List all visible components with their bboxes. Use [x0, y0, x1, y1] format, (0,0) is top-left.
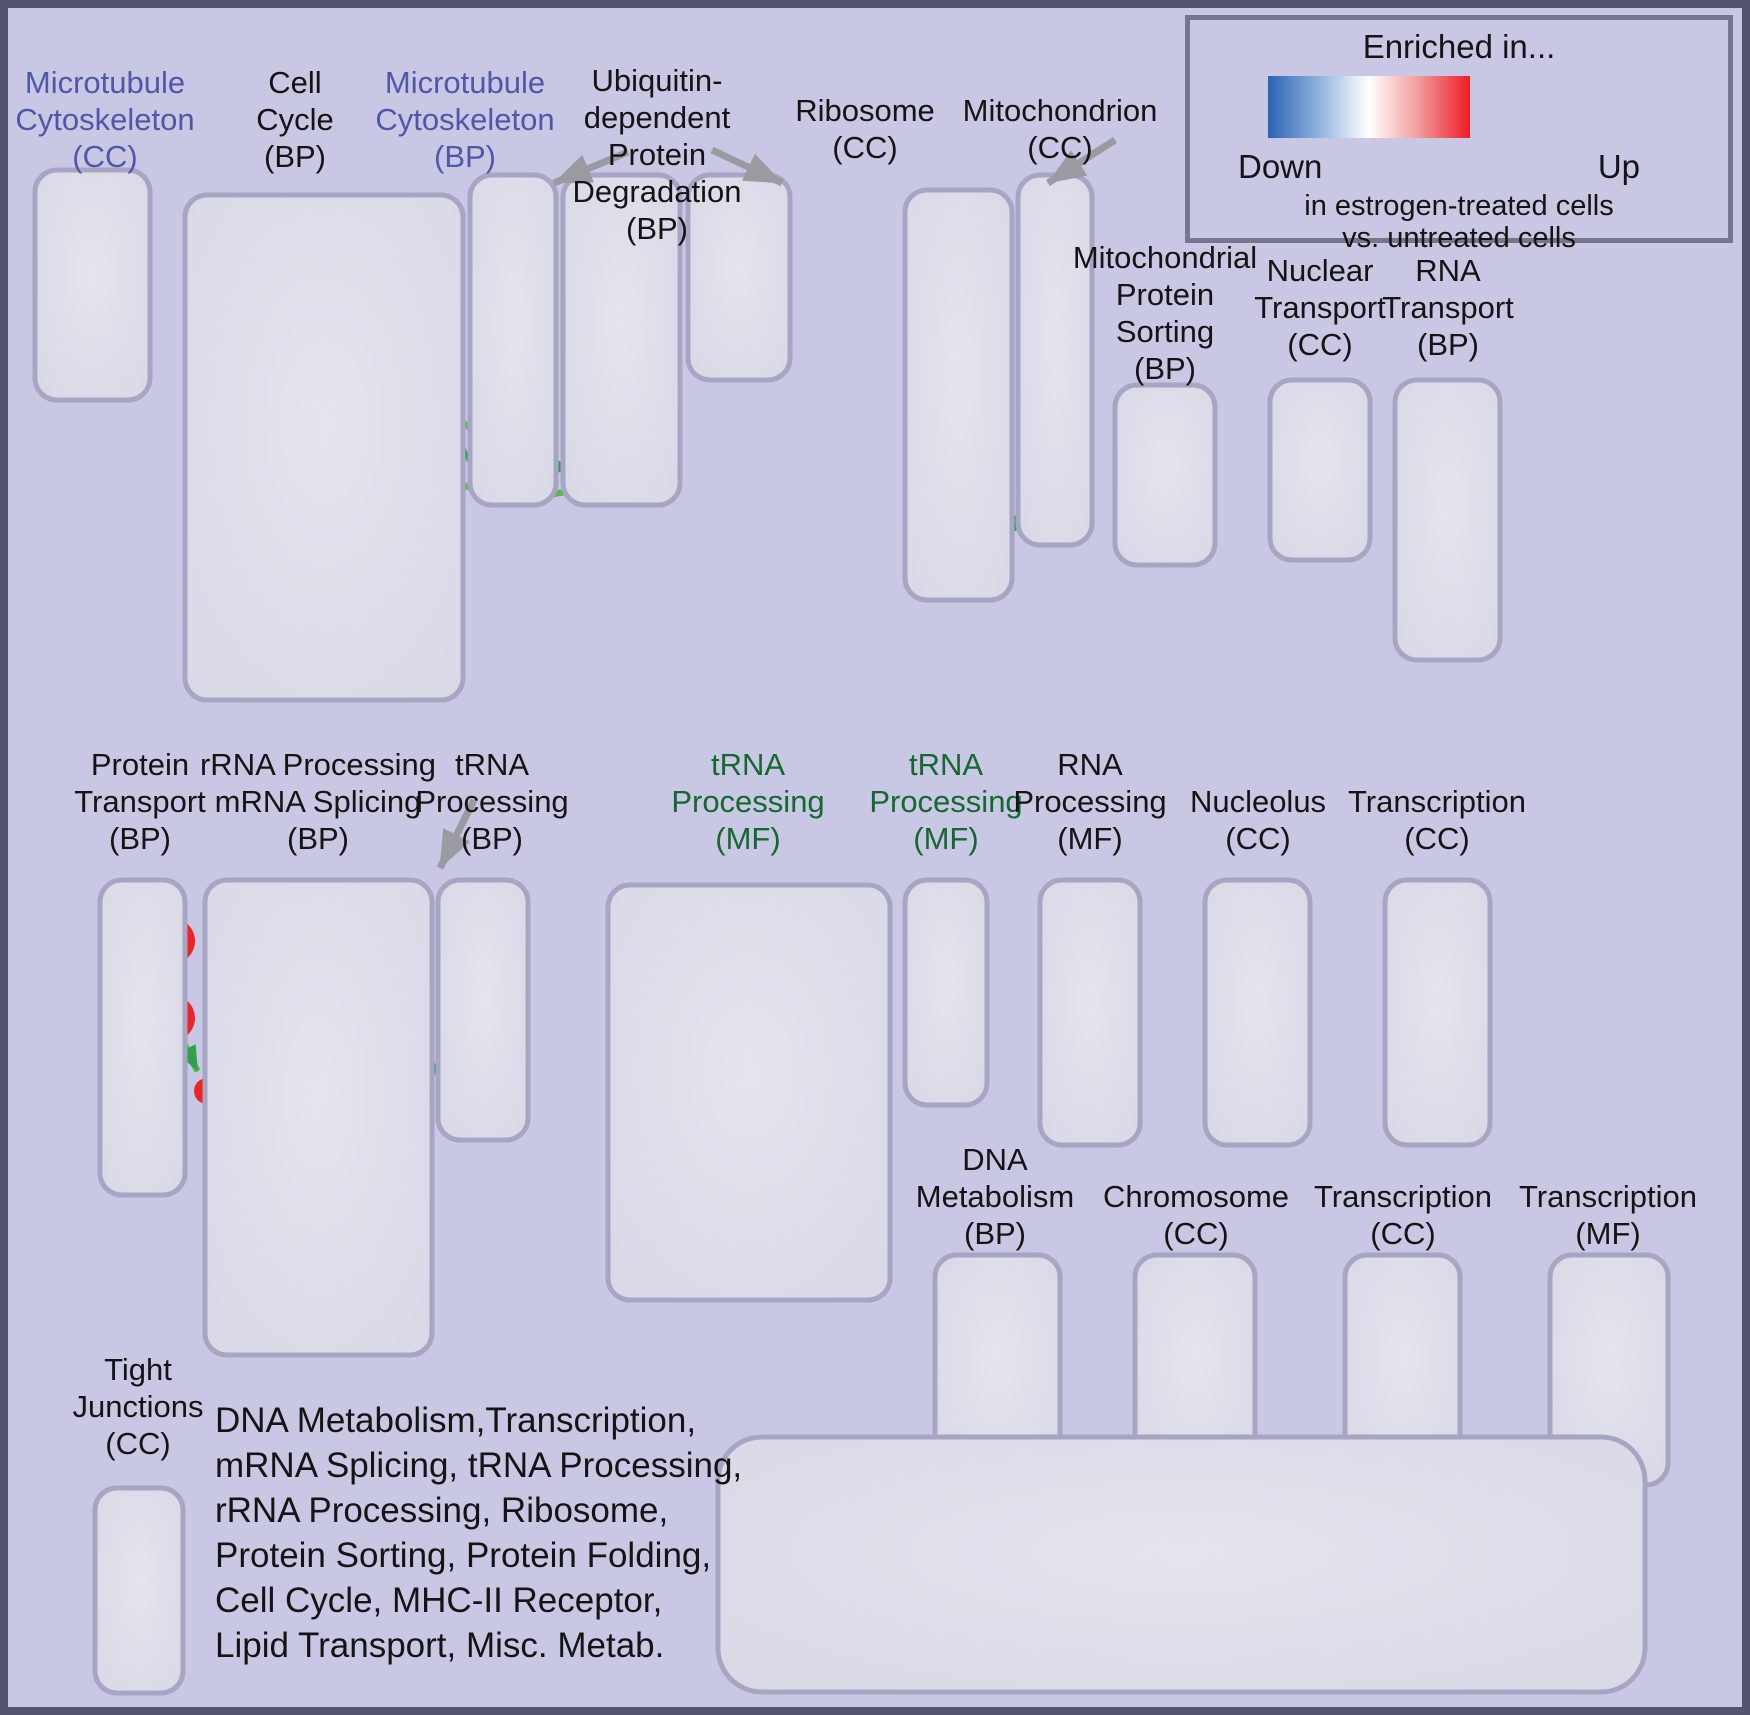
group-box-transcription-cc-mid — [1382, 877, 1493, 1148]
group-box-tight-junctions-cc — [92, 1485, 186, 1696]
legend-up-label: Up — [1597, 148, 1640, 185]
annotation-arrow — [1046, 137, 1117, 186]
group-box-protein-transport-bp — [97, 877, 188, 1198]
group-box-ubiquitin-degradation-bp-1 — [560, 172, 683, 508]
annotation-arrow — [710, 146, 784, 187]
group-box-microtubule-cytoskeleton-cc — [32, 167, 153, 403]
group-box-mitochondrion-cc — [1015, 172, 1095, 548]
group-box-nuclear-transport-cc — [1267, 377, 1373, 563]
group-box-ribosome-cc — [902, 187, 1015, 603]
group-box-rna-transport-bp — [1392, 377, 1503, 663]
group-box-microtubule-cytoskeleton-bp — [467, 172, 559, 508]
group-box-rna-processing-mf — [1037, 877, 1143, 1148]
annotation-arrow — [552, 148, 630, 187]
group-box-trna-processing-mf-1 — [605, 882, 893, 1303]
legend-down-label: Down — [1238, 148, 1323, 185]
legend-subtitle: in estrogen-treated cells vs. untreated … — [1304, 190, 1614, 254]
group-box-trna-processing-mf-2 — [902, 877, 990, 1108]
bottom-panel — [715, 1434, 1648, 1695]
group-box-nucleolus-cc — [1202, 877, 1313, 1148]
legend-title: Enriched in... — [1362, 28, 1556, 65]
annotation-arrow — [436, 798, 478, 870]
legend-box: Enriched in... Down Up in estrogen-treat… — [1185, 15, 1733, 254]
group-box-cell-cycle-bp — [182, 192, 466, 703]
group-box-ubiquitin-degradation-bp-2 — [685, 172, 793, 383]
group-box-trna-processing-bp — [435, 877, 531, 1143]
group-box-rrna-processing-mrna-splicing-bp — [202, 877, 435, 1358]
legend-gradient-bar — [1268, 76, 1470, 138]
misc-category-text: DNA Metabolism,Transcription, mRNA Splic… — [215, 1401, 743, 1665]
group-box-mitochondrial-protein-sorting-bp — [1112, 382, 1218, 568]
